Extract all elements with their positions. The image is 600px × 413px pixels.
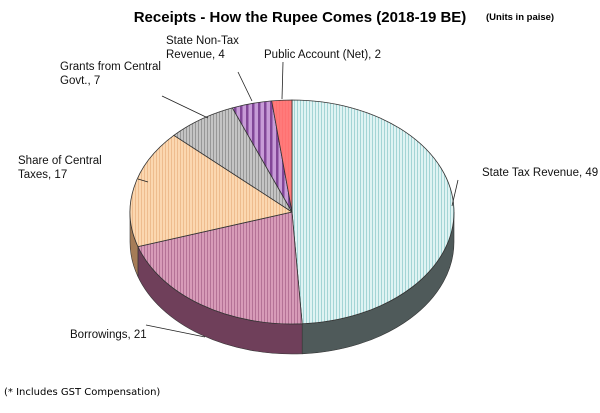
slice-label-line: State Non-Tax bbox=[166, 35, 239, 47]
leader-line-4 bbox=[237, 71, 253, 102]
slice-label-1: Borrowings, 21 bbox=[70, 329, 147, 341]
pie-tops bbox=[129, 99, 455, 325]
slice-label-line: Revenue, 4 bbox=[166, 49, 225, 61]
units-note: (Units in paise) bbox=[486, 12, 555, 23]
slice-label-line: Public Account (Net), 2 bbox=[264, 49, 381, 61]
chart-title: Receipts - How the Rupee Comes (2018-19 … bbox=[133, 9, 467, 26]
slice-label-3: Grants from Central Govt., 7 bbox=[60, 61, 161, 87]
slice-label-line: State Tax Revenue, 49 bbox=[482, 167, 598, 179]
slice-label-4: State Non-Tax Revenue, 4 bbox=[166, 35, 239, 61]
slice-label-line: Govt., 7 bbox=[60, 75, 100, 87]
slice-label-line: Taxes, 17 bbox=[18, 169, 67, 181]
leader-line-2 bbox=[137, 178, 149, 183]
pie-sides bbox=[129, 211, 455, 355]
slice-label-2: Share of Central Taxes, 17 bbox=[18, 155, 102, 181]
pie-labels: State Tax Revenue, 49 Borrowings, 21 Share… bbox=[18, 35, 598, 341]
leader-line-5 bbox=[281, 61, 284, 100]
pie-slice-2 bbox=[129, 134, 294, 248]
pie-slice-1 bbox=[137, 211, 303, 325]
slice-label-5: Public Account (Net), 2 bbox=[264, 49, 381, 61]
footnote: (* Includes GST Compensation) bbox=[4, 387, 161, 398]
pie-slice-5 bbox=[271, 99, 293, 213]
pie-slice-0 bbox=[291, 99, 455, 325]
leader-line-1 bbox=[145, 324, 206, 338]
leader-line-0 bbox=[451, 179, 459, 207]
slice-label-line: Borrowings, 21 bbox=[70, 329, 147, 341]
slice-label-line: Share of Central bbox=[18, 155, 102, 167]
slice-label-line: Grants from Central bbox=[60, 61, 161, 73]
slice-label-0: State Tax Revenue, 49 bbox=[482, 167, 598, 179]
pie-leaders bbox=[137, 61, 459, 338]
leader-line-3 bbox=[161, 95, 209, 119]
